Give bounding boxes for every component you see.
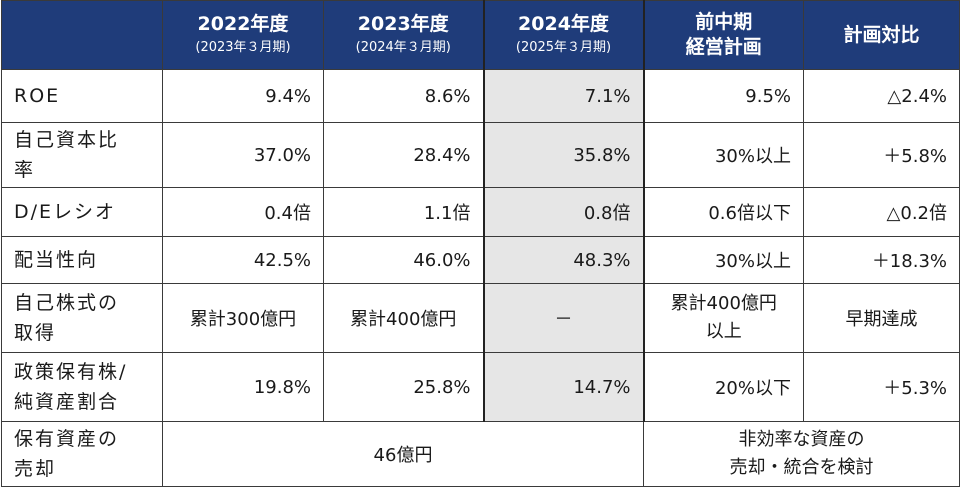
row-label-buyback-line1: 自己株式の [14,292,120,314]
table-row-asset-sales: 保有資産の 売却 46億円 非効率な資産の 売却・統合を検討 [1,421,960,487]
cell-buyback-comparison: 早期達成 [803,283,960,353]
row-label-cross-shareholdings: 政策保有株/ 純資産割合 [1,352,163,422]
row-label-roe: ROE [1,69,163,123]
cell-payout-ratio-comparison: ＋18.3% [803,236,960,284]
header-prev-plan-line2: 経営計画 [685,36,762,58]
cell-de-ratio-fy2024: 0.8倍 [482,187,645,237]
header-fy2022-sub: (2023年３月期) [195,40,291,55]
cell-payout-ratio-fy2023: 46.0% [323,236,484,284]
cell-buyback-fy2023: 累計400億円 [323,283,484,353]
cell-roe-comparison: △2.4% [803,69,960,123]
cell-roe-fy2023: 8.6% [323,69,484,123]
cell-cross-shareholdings-comparison: ＋5.3% [803,352,960,422]
corner-cell [1,0,163,70]
cell-cross-shareholdings-fy2023: 25.8% [323,352,484,422]
header-row: 2022年度 (2023年３月期) 2023年度 (2024年３月期) 2024… [1,0,960,70]
row-label-cross-shareholdings-line1: 政策保有株/ [14,361,128,383]
cell-buyback-plan-line2: 以上 [705,321,742,342]
header-fy2024-year: 2024年度 [518,13,609,35]
cell-payout-ratio-plan: 30%以上 [643,236,804,284]
cell-asset-sales-plan: 非効率な資産の 売却・統合を検討 [643,421,960,487]
header-prev-plan: 前中期 経営計画 [643,0,804,70]
header-comparison: 計画対比 [803,0,960,70]
cell-payout-ratio-fy2024: 48.3% [482,236,645,284]
row-label-buyback-line2: 取得 [14,322,57,344]
cell-de-ratio-fy2022: 0.4倍 [162,187,324,237]
header-prev-plan-line1: 前中期 [695,11,753,33]
cell-equity-ratio-plan: 30%以上 [643,122,804,188]
cell-equity-ratio-fy2023: 28.4% [323,122,484,188]
cell-buyback-fy2024: － [482,283,645,353]
header-fy2022-year: 2022年度 [197,13,289,35]
table-row-payout-ratio: 配当性向 42.5% 46.0% 48.3% 30%以上 ＋18.3% [1,236,960,284]
cell-equity-ratio-fy2022: 37.0% [162,122,324,188]
header-fy2023-sub: (2024年３月期) [355,40,451,55]
cell-cross-shareholdings-plan: 20%以下 [643,352,804,422]
cell-buyback-plan-line1: 累計400億円 [670,293,777,314]
cell-equity-ratio-fy2024: 35.8% [482,122,645,188]
cell-cross-shareholdings-fy2024: 14.7% [482,352,645,422]
cell-buyback-plan: 累計400億円 以上 [643,283,804,353]
table-row-de-ratio: D/Eレシオ 0.4倍 1.1倍 0.8倍 0.6倍以下 △0.2倍 [1,187,960,237]
cell-asset-sales-plan-line2: 売却・統合を検討 [729,457,874,478]
table-row-equity-ratio: 自己資本比 率 37.0% 28.4% 35.8% 30%以上 ＋5.8% [1,122,960,188]
header-comparison-title: 計画対比 [843,24,920,46]
cell-de-ratio-fy2023: 1.1倍 [323,187,484,237]
header-fy2023-year: 2023年度 [357,13,449,35]
row-label-equity-ratio-line2: 率 [14,159,36,181]
cell-payout-ratio-fy2022: 42.5% [162,236,324,284]
cell-equity-ratio-comparison: ＋5.8% [803,122,960,188]
cell-de-ratio-plan: 0.6倍以下 [643,187,804,237]
cell-asset-sales-merged: 46億円 [162,421,644,487]
table-row-cross-shareholdings: 政策保有株/ 純資産割合 19.8% 25.8% 14.7% 20%以下 ＋5.… [1,352,960,422]
header-fy2022: 2022年度 (2023年３月期) [162,0,324,70]
row-label-cross-shareholdings-line2: 純資産割合 [14,391,120,413]
cell-roe-fy2022: 9.4% [162,69,324,123]
table-row-buyback: 自己株式の 取得 累計300億円 累計400億円 － 累計400億円 以上 早期… [1,283,960,353]
row-label-equity-ratio: 自己資本比 率 [1,122,163,188]
table-row-roe: ROE 9.4% 8.6% 7.1% 9.5% △2.4% [1,69,960,123]
cell-cross-shareholdings-fy2022: 19.8% [162,352,324,422]
row-label-asset-sales-line1: 保有資産の [14,428,120,450]
cell-roe-plan: 9.5% [643,69,804,123]
cell-de-ratio-comparison: △0.2倍 [803,187,960,237]
header-fy2024: 2024年度 (2025年３月期) [482,0,645,70]
cell-buyback-fy2022: 累計300億円 [162,283,324,353]
header-fy2024-sub: (2025年３月期) [515,40,612,55]
row-label-payout-ratio: 配当性向 [1,236,163,284]
header-fy2023: 2023年度 (2024年３月期) [323,0,484,70]
row-label-de-ratio: D/Eレシオ [1,187,163,237]
row-label-buyback: 自己株式の 取得 [1,283,163,353]
cell-asset-sales-plan-line1: 非効率な資産の [738,429,865,450]
row-label-asset-sales: 保有資産の 売却 [1,421,163,487]
row-label-asset-sales-line2: 売却 [14,458,57,480]
cell-roe-fy2024: 7.1% [482,69,645,123]
row-label-equity-ratio-line1: 自己資本比 [14,129,120,151]
